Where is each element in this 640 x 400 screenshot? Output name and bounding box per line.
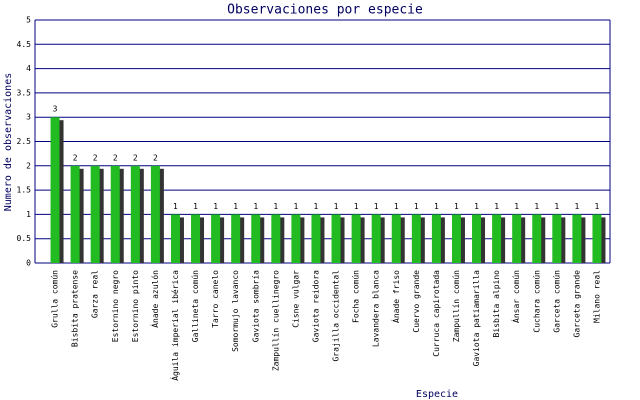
value-label: 2 <box>133 153 138 162</box>
value-label: 1 <box>454 202 459 211</box>
x-tick-label: Tarro canelo <box>211 270 220 328</box>
bar <box>251 214 261 263</box>
value-label: 3 <box>53 105 58 114</box>
value-label: 1 <box>534 202 539 211</box>
x-tick-label: Focha común <box>352 270 361 323</box>
bar <box>291 214 301 263</box>
value-label: 1 <box>233 202 238 211</box>
x-axis-title: Especie <box>416 389 458 400</box>
value-label: 1 <box>293 202 298 211</box>
y-tick-label: 4.5 <box>17 40 32 49</box>
value-label: 2 <box>93 153 98 162</box>
value-label: 1 <box>354 202 359 211</box>
value-label: 1 <box>394 202 399 211</box>
y-tick-label: 3.5 <box>17 88 32 97</box>
bar <box>90 165 100 263</box>
x-tick-label: Cisne vulgar <box>291 270 300 328</box>
value-label: 1 <box>494 202 499 211</box>
x-tick-label: Somormujo lavanco <box>231 270 240 352</box>
x-tick-label: Ánade azulón <box>149 270 160 328</box>
y-tick-label: 1 <box>26 210 31 219</box>
y-axis-title: Numero de observaciones <box>3 73 14 211</box>
x-tick-label: Águila imperial ibérica <box>169 270 180 381</box>
x-tick-label: Lavandera blanca <box>372 270 381 347</box>
x-tick-label: Estornino negro <box>111 270 120 342</box>
x-tick-label: Ánsar común <box>510 270 521 323</box>
bar <box>150 165 160 263</box>
chart-title: Observaciones por especie <box>227 3 423 18</box>
x-tick-label: Bisbita alpino <box>492 270 501 338</box>
value-label: 1 <box>574 202 579 211</box>
y-tick-label: 4 <box>26 64 31 73</box>
x-tick-label: Milano real <box>592 270 601 323</box>
bar <box>110 165 120 263</box>
x-tick-label: Grajilla occidental <box>332 270 341 362</box>
x-tick-label: Curruca capirotada <box>432 270 441 357</box>
x-tick-label: Gaviota patiamarilla <box>472 270 481 367</box>
bar <box>50 117 60 263</box>
value-label: 1 <box>595 202 600 211</box>
value-label: 1 <box>374 202 379 211</box>
x-tick-label: Cuchara común <box>532 270 541 333</box>
value-label: 2 <box>153 153 158 162</box>
x-tick-label: Gallineta común <box>191 270 200 342</box>
value-label: 1 <box>474 202 479 211</box>
y-tick-label: 2.5 <box>17 137 32 146</box>
value-label: 1 <box>273 202 278 211</box>
bar <box>170 214 180 263</box>
bar <box>431 214 441 263</box>
x-tick-label: Garza real <box>91 270 100 318</box>
x-tick-label: Zampullín común <box>452 270 461 342</box>
bar <box>411 214 421 263</box>
bar <box>70 165 80 263</box>
bar <box>451 214 461 263</box>
y-tick-label: 0 <box>26 259 31 268</box>
bar <box>271 214 281 263</box>
bar <box>211 214 221 263</box>
x-tick-label: Grulla común <box>51 270 60 328</box>
bar <box>351 214 361 263</box>
value-label: 1 <box>253 202 258 211</box>
value-label: 2 <box>73 153 78 162</box>
x-tick-label: Gaviota sombría <box>251 270 260 342</box>
bar <box>512 214 522 263</box>
bar <box>472 214 482 263</box>
bar <box>371 214 381 263</box>
value-label: 1 <box>173 202 178 211</box>
y-tick-label: 3 <box>26 113 31 122</box>
bar <box>231 214 241 263</box>
value-label: 1 <box>193 202 198 211</box>
value-label: 2 <box>113 153 118 162</box>
value-label: 1 <box>314 202 319 211</box>
y-tick-label: 1.5 <box>17 186 32 195</box>
bar <box>492 214 502 263</box>
x-tick-label: Zampullín cuellinegro <box>271 270 280 371</box>
bar <box>572 214 582 263</box>
y-tick-label: 5 <box>26 16 31 25</box>
y-tick-label: 0.5 <box>17 234 32 243</box>
bar <box>592 214 602 263</box>
value-label: 1 <box>434 202 439 211</box>
value-label: 1 <box>213 202 218 211</box>
bar <box>391 214 401 263</box>
bar <box>191 214 201 263</box>
bar <box>311 214 321 263</box>
value-label: 1 <box>554 202 559 211</box>
y-tick-label: 2 <box>26 161 31 170</box>
x-tick-label: Cuervo grande <box>412 270 421 333</box>
bar <box>552 214 562 263</box>
x-tick-label: Ánade friso <box>390 270 401 323</box>
x-tick-label: Gaviota reidora <box>311 270 320 342</box>
value-label: 1 <box>514 202 519 211</box>
bar <box>331 214 341 263</box>
bar <box>130 165 140 263</box>
x-tick-label: Garceta común <box>552 270 561 333</box>
bar <box>532 214 542 263</box>
x-tick-label: Estornino pinto <box>131 270 140 342</box>
value-label: 1 <box>334 202 339 211</box>
value-label: 1 <box>414 202 419 211</box>
x-tick-label: Garceta grande <box>572 270 581 338</box>
x-tick-label: Bisbita pratense <box>71 270 80 347</box>
